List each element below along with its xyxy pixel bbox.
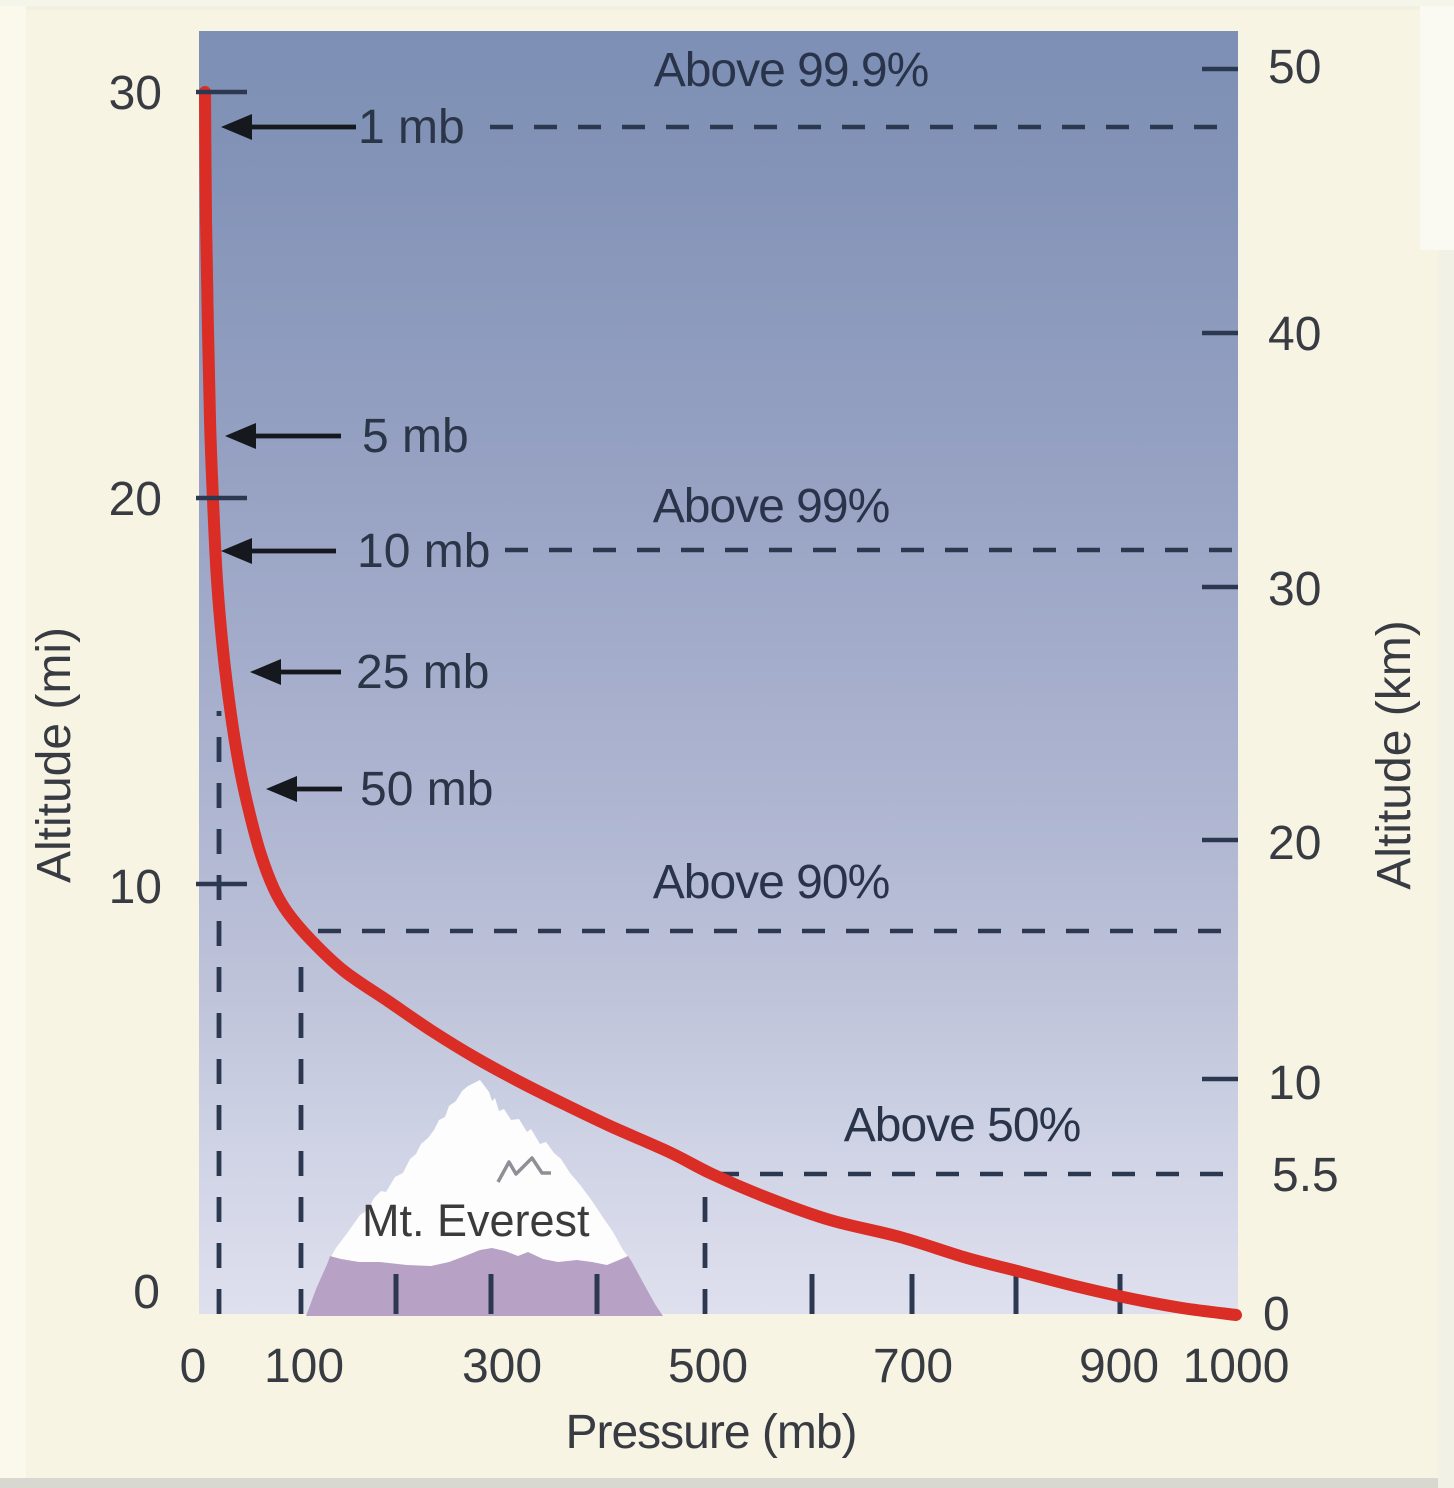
svg-text:5.5: 5.5 — [1272, 1149, 1339, 1202]
svg-text:0: 0 — [133, 1266, 160, 1319]
svg-text:Altitude (km): Altitude (km) — [1368, 620, 1421, 889]
svg-text:10: 10 — [109, 861, 162, 914]
svg-text:Above 50%: Above 50% — [844, 1099, 1081, 1152]
svg-text:30: 30 — [109, 67, 162, 120]
svg-text:40: 40 — [1268, 308, 1321, 361]
svg-text:50 mb: 50 mb — [360, 763, 493, 816]
svg-text:0: 0 — [1263, 1288, 1290, 1341]
svg-text:50: 50 — [1268, 41, 1321, 94]
svg-text:Altitude (mi): Altitude (mi) — [28, 627, 81, 883]
svg-text:900: 900 — [1079, 1340, 1159, 1393]
svg-text:10 mb: 10 mb — [357, 525, 490, 578]
svg-text:700: 700 — [873, 1340, 953, 1393]
svg-text:Pressure (mb): Pressure (mb) — [565, 1406, 856, 1459]
svg-text:20: 20 — [109, 473, 162, 526]
svg-text:30: 30 — [1268, 563, 1321, 616]
svg-text:20: 20 — [1268, 817, 1321, 870]
svg-text:Above 99.9%: Above 99.9% — [654, 44, 929, 97]
svg-text:0: 0 — [180, 1340, 207, 1393]
svg-text:100: 100 — [264, 1340, 344, 1393]
svg-text:25 mb: 25 mb — [356, 646, 489, 699]
svg-text:300: 300 — [462, 1340, 542, 1393]
svg-text:1 mb: 1 mb — [358, 101, 465, 154]
svg-text:10: 10 — [1268, 1057, 1321, 1110]
svg-text:5 mb: 5 mb — [362, 410, 469, 463]
svg-text:500: 500 — [668, 1340, 748, 1393]
svg-text:Above 99%: Above 99% — [653, 480, 890, 533]
svg-text:1000: 1000 — [1183, 1340, 1290, 1393]
svg-text:Above 90%: Above 90% — [653, 856, 890, 909]
svg-text:Mt. Everest: Mt. Everest — [362, 1195, 590, 1246]
